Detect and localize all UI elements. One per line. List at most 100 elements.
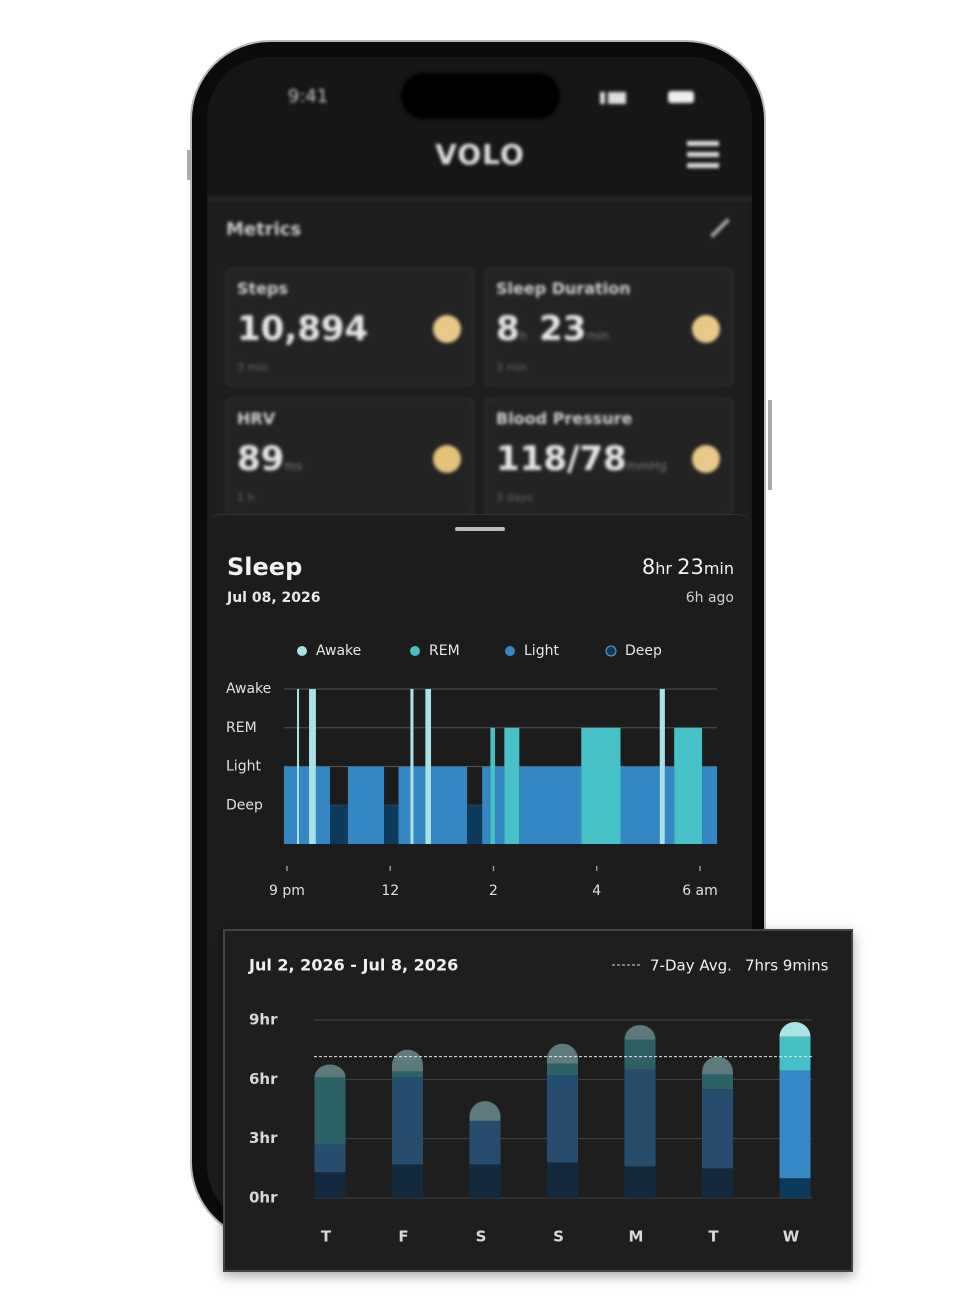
bar-segment bbox=[779, 1070, 811, 1179]
stage-segment bbox=[664, 766, 675, 844]
x-tick-label: S bbox=[476, 1228, 487, 1246]
card-updated: 1 h bbox=[237, 491, 255, 504]
bar-segment bbox=[702, 1074, 733, 1090]
legend-dot bbox=[605, 645, 617, 657]
stage-segment bbox=[425, 689, 432, 844]
stage-segment bbox=[384, 805, 399, 844]
card-value: 8h 23min bbox=[496, 309, 609, 349]
stage-segment bbox=[283, 766, 297, 844]
background-app: 9:41 VOLO Metrics Steps 10,894 3 min Sle… bbox=[207, 57, 752, 530]
bar-segment bbox=[314, 1144, 346, 1173]
stage-segment bbox=[299, 766, 310, 844]
bar-segment bbox=[702, 1168, 733, 1198]
value: 118/78 bbox=[496, 439, 627, 479]
battery-icon bbox=[668, 91, 694, 103]
stage-segment bbox=[398, 766, 411, 844]
stage-segment bbox=[330, 805, 348, 844]
legend-value: 7hrs 9mins bbox=[745, 957, 829, 975]
status-time: 9:41 bbox=[287, 86, 329, 107]
x-tick-label: T bbox=[708, 1228, 719, 1246]
x-tick-label: 2 bbox=[489, 883, 498, 899]
card-label: Blood Pressure bbox=[496, 409, 633, 428]
value: 8 bbox=[496, 309, 520, 349]
legend-label: Deep bbox=[625, 643, 662, 659]
bar-segment bbox=[547, 1043, 578, 1064]
bar-segment bbox=[392, 1077, 423, 1165]
logo: VOLO bbox=[435, 138, 525, 171]
card-value: 118/78mmHg bbox=[496, 439, 667, 479]
stage-segment bbox=[490, 727, 496, 844]
card-icon bbox=[692, 445, 720, 473]
stage-segment bbox=[519, 766, 582, 844]
bar-segment bbox=[392, 1164, 423, 1198]
y-tick-label: REM bbox=[226, 720, 257, 736]
stage-segment bbox=[410, 689, 414, 844]
bar-segment bbox=[469, 1101, 501, 1121]
y-tick-label: Light bbox=[226, 759, 261, 775]
bar-segment bbox=[547, 1063, 578, 1076]
card-updated: 3 days bbox=[496, 491, 533, 504]
bar-segment bbox=[779, 1036, 811, 1071]
metric-card[interactable]: Blood Pressure 118/78mmHg 3 days bbox=[485, 398, 733, 516]
card-icon bbox=[433, 315, 461, 343]
side-button bbox=[768, 400, 772, 490]
panel-date: Jul 08, 2026 bbox=[227, 590, 321, 606]
bar-segment bbox=[392, 1049, 423, 1072]
stage-segment bbox=[296, 689, 300, 844]
stage-segment bbox=[495, 766, 505, 844]
x-tick-label: 9 pm bbox=[269, 883, 305, 899]
bar-segment bbox=[624, 1166, 656, 1198]
card-value: 10,894 bbox=[237, 309, 369, 349]
stage-segment bbox=[620, 766, 660, 844]
menu-icon[interactable] bbox=[687, 141, 719, 146]
value: 89 bbox=[237, 439, 285, 479]
x-tick-label: W bbox=[783, 1228, 800, 1246]
x-tick-label: M bbox=[629, 1228, 644, 1246]
card-updated: 3 min bbox=[496, 361, 528, 374]
y-tick-label: 6hr bbox=[249, 1070, 278, 1088]
total-duration: 8hr 23min bbox=[642, 555, 734, 579]
y-tick-label: Awake bbox=[226, 681, 271, 697]
bar-segment bbox=[392, 1071, 423, 1078]
metric-card[interactable]: HRV 89ms 1 h bbox=[226, 398, 474, 516]
x-tick-label: F bbox=[398, 1228, 408, 1246]
bar-segment bbox=[469, 1120, 501, 1165]
metric-card[interactable]: Steps 10,894 3 min bbox=[226, 268, 474, 386]
legend-dot bbox=[297, 646, 307, 656]
stage-segment bbox=[702, 766, 718, 844]
chart-title: Jul 2, 2026 - Jul 8, 2026 bbox=[248, 956, 458, 975]
stage-segment bbox=[431, 766, 468, 844]
bar-segment bbox=[469, 1164, 501, 1198]
legend-label: Light bbox=[524, 643, 559, 659]
card-label: Sleep Duration bbox=[496, 279, 631, 298]
unit: h bbox=[519, 329, 528, 343]
hours: 8 bbox=[641, 555, 656, 579]
hypnogram: Awake Awake REM REM Light Light Deep Deep 9 pm 12… bbox=[226, 643, 718, 899]
bar-segment bbox=[624, 1069, 656, 1167]
signal-icon bbox=[600, 92, 626, 104]
x-tick-label: 4 bbox=[592, 883, 601, 899]
legend-dot bbox=[410, 646, 420, 656]
bar-segment bbox=[624, 1024, 656, 1040]
stage-segment bbox=[347, 766, 385, 844]
legend-label: REM bbox=[429, 643, 460, 659]
card-value: 89ms bbox=[237, 439, 302, 479]
stage-segment bbox=[413, 766, 426, 844]
bar-segment bbox=[547, 1162, 578, 1198]
legend-dot bbox=[505, 646, 515, 656]
y-tick-label: 0hr bbox=[249, 1189, 278, 1207]
metric-card[interactable]: Sleep Duration 8h 23min 3 min bbox=[485, 268, 733, 386]
stage-segment bbox=[674, 727, 703, 844]
stage-segment bbox=[467, 805, 483, 844]
drag-handle[interactable] bbox=[455, 527, 505, 531]
weekly-chart: Jul 2, 2026 - Jul 8, 2026 7-Day Avg. 7hrs … bbox=[248, 956, 829, 1246]
value: 23 bbox=[539, 309, 587, 349]
bar-segment bbox=[779, 1021, 811, 1037]
y-tick-label: 9hr bbox=[249, 1011, 278, 1029]
legend-label: Awake bbox=[316, 643, 361, 659]
unit: ms bbox=[284, 459, 303, 473]
unit: mmHg bbox=[626, 459, 667, 473]
dynamic-island bbox=[401, 73, 560, 119]
unit: hr bbox=[655, 559, 672, 578]
